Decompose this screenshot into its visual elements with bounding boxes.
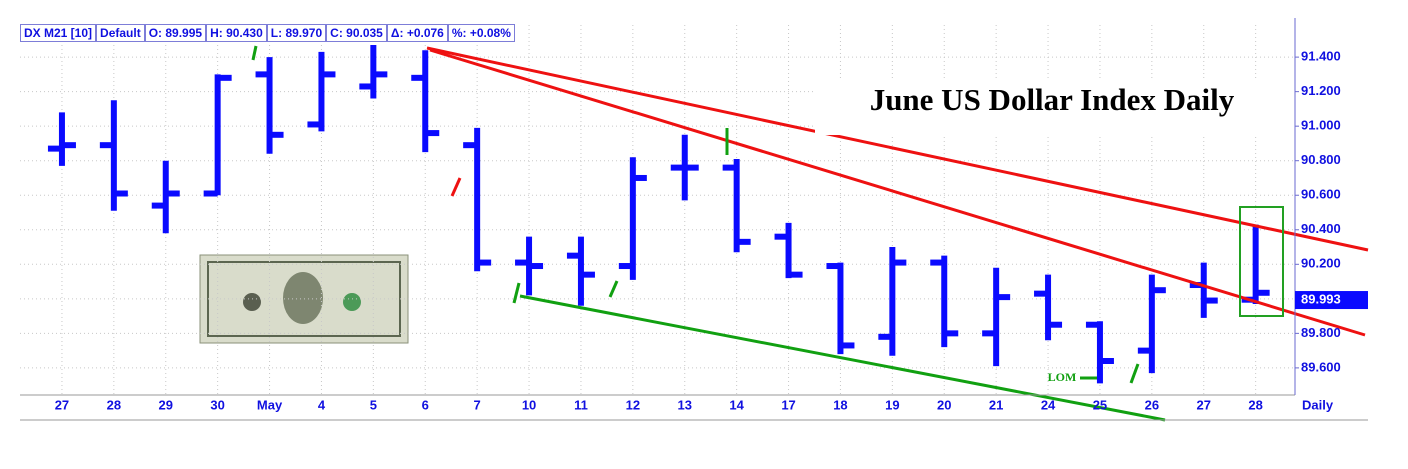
header: DX M21 [10] Default O: 89.995 H: 90.430 L: 8… — [20, 24, 515, 42]
trend-line — [429, 48, 1366, 337]
x-tick-label: 24 — [1041, 397, 1056, 412]
dollar-bill-seal — [343, 293, 361, 311]
x-tick-label: 5 — [370, 397, 377, 412]
x-tick-label: 30 — [210, 397, 224, 412]
title-bg — [815, 80, 1327, 135]
y-tick-label: 89.800 — [1301, 325, 1341, 340]
x-tick-label: 28 — [1248, 397, 1262, 412]
x-tick-label: 6 — [422, 397, 429, 412]
trend-line — [426, 46, 1369, 252]
price-tag-label: 89.993 — [1301, 291, 1341, 306]
x-tick-label: 11 — [574, 397, 588, 412]
y-tick-label: 91.200 — [1301, 83, 1341, 98]
arrow — [1129, 363, 1140, 384]
header-item: H: 90.430 — [206, 24, 267, 42]
trend-line — [519, 294, 1166, 422]
header-item: %: +0.08% — [447, 24, 515, 42]
header-item: Default — [96, 24, 145, 42]
x-tick-label: 12 — [626, 397, 640, 412]
dollar-bill-portrait — [283, 272, 323, 324]
x-tick-label: 7 — [474, 397, 481, 412]
y-tick-label: 90.200 — [1301, 256, 1341, 271]
header-item: C: 90.035 — [326, 24, 387, 42]
x-tick-label: 21 — [989, 397, 1003, 412]
x-tick-label: 26 — [1145, 397, 1159, 412]
y-tick-label: 90.400 — [1301, 221, 1341, 236]
arrow — [608, 280, 619, 298]
x-tick-label: 4 — [318, 397, 326, 412]
highlight-box — [1239, 206, 1284, 317]
y-tick-label: 89.600 — [1301, 359, 1341, 374]
y-tick-label: 91.000 — [1301, 118, 1341, 133]
header-item: L: 89.970 — [266, 24, 327, 42]
x-tick-label: 13 — [678, 397, 692, 412]
annotation: LOM — [1048, 370, 1077, 384]
y-tick-label: 90.800 — [1301, 152, 1341, 167]
header-item: O: 89.995 — [144, 24, 207, 42]
x-tick-label: 18 — [833, 397, 847, 412]
dollar-bill-seal — [243, 293, 261, 311]
x-tick-label: 27 — [55, 397, 69, 412]
x-tick-label: 14 — [729, 397, 744, 412]
y-tick-label: 90.600 — [1301, 187, 1341, 202]
x-tick-label: 19 — [885, 397, 899, 412]
arrows — [251, 45, 1140, 384]
header-item: DX M21 [10] — [20, 24, 97, 42]
bars — [47, 45, 1270, 384]
x-tick-label: 10 — [522, 397, 536, 412]
x-tick-label: 25 — [1093, 397, 1107, 412]
x-tick-label: 29 — [159, 397, 173, 412]
arrow — [450, 177, 462, 197]
header-item: Δ: +0.076 — [386, 24, 448, 42]
x-tick-label: 20 — [937, 397, 951, 412]
x-axis-label: Daily — [1302, 397, 1334, 412]
arrow — [251, 45, 258, 61]
x-tick-label: 28 — [107, 397, 121, 412]
y-tick-label: 91.400 — [1301, 49, 1341, 64]
arrow — [512, 282, 521, 304]
price-tag — [1295, 291, 1368, 310]
x-tick-label: 17 — [781, 397, 795, 412]
chart-title: June US Dollar Index Daily — [870, 82, 1235, 117]
x-tick-label: May — [257, 397, 283, 412]
x-tick-label: 27 — [1197, 397, 1211, 412]
